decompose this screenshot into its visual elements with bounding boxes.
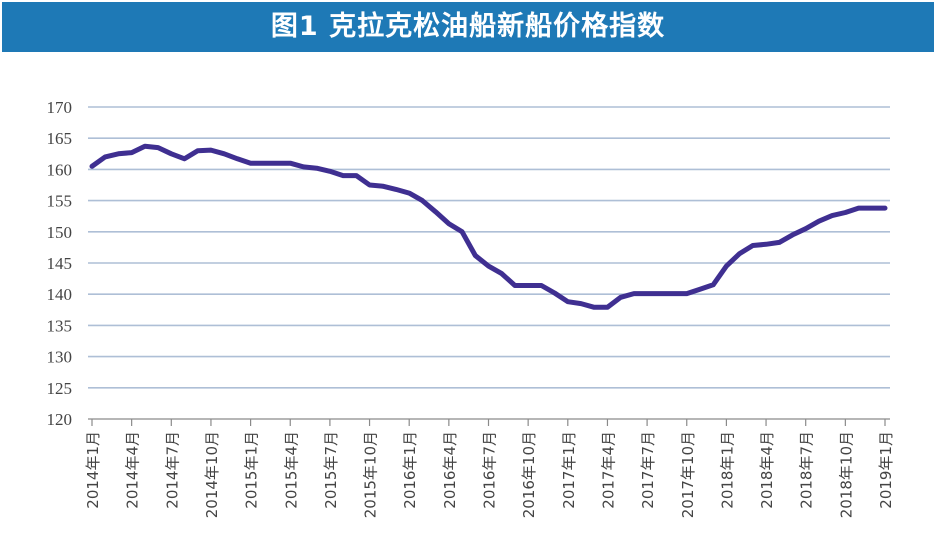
y-axis-ticks: 120 125 130 135 140 145 150 155 160 165 170 — [47, 98, 73, 429]
x-tick-label: 2015年7月 — [322, 431, 340, 509]
y-tick-label: 170 — [47, 98, 73, 117]
x-axis-ticks: 2014年1月 2014年4月 2014年7月 2014年10月 2015年1月 2015… — [84, 419, 895, 518]
x-tick-label: 2015年4月 — [282, 431, 300, 509]
x-tick-label: 2016年4月 — [441, 431, 459, 509]
y-tick-label: 135 — [47, 316, 73, 335]
y-tick-label: 160 — [47, 160, 73, 179]
series-line — [89, 143, 888, 310]
x-tick-label: 2018年7月 — [798, 431, 816, 509]
gridlines — [88, 106, 890, 389]
x-tick-label: 2017年4月 — [599, 431, 617, 509]
x-tick-label: 2018年1月 — [718, 431, 736, 509]
y-tick-label: 140 — [47, 285, 73, 304]
x-tick-label: 2014年10月 — [203, 431, 221, 518]
x-tick-label: 2014年4月 — [124, 431, 142, 509]
x-tick-label: 2016年10月 — [520, 431, 538, 518]
x-tick-label: 2016年1月 — [401, 431, 419, 509]
chart-title: 图1 克拉克松油船新船价格指数 — [270, 11, 666, 42]
y-tick-label: 130 — [47, 348, 73, 367]
x-tick-label: 2018年4月 — [758, 431, 776, 509]
x-tick-label: 2014年1月 — [84, 431, 102, 509]
x-tick-label: 2017年1月 — [560, 431, 578, 509]
x-tick-label: 2014年7月 — [163, 431, 181, 509]
y-tick-label: 145 — [47, 254, 73, 273]
x-tick-label: 2017年7月 — [639, 431, 657, 509]
y-tick-label: 165 — [47, 129, 73, 148]
x-tick-label: 2016年7月 — [481, 431, 499, 509]
series-group — [89, 143, 888, 310]
title-bar: 图1 克拉克松油船新船价格指数 — [2, 2, 934, 52]
y-tick-label: 120 — [47, 410, 73, 429]
y-tick-label: 150 — [47, 223, 73, 242]
y-tick-label: 125 — [47, 379, 73, 398]
x-tick-label: 2019年1月 — [877, 431, 895, 509]
x-tick-label: 2017年10月 — [679, 431, 697, 518]
x-tick-label: 2015年10月 — [362, 431, 380, 518]
y-tick-label: 155 — [47, 192, 73, 211]
x-tick-label: 2018年10月 — [837, 431, 855, 518]
x-tick-label: 2015年1月 — [243, 431, 261, 509]
